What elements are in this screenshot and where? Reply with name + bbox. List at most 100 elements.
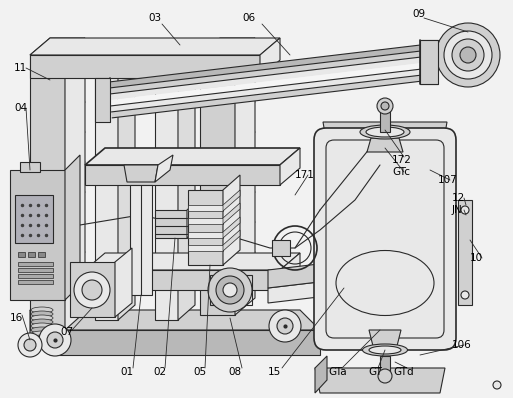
Circle shape (460, 47, 476, 63)
Circle shape (277, 318, 293, 334)
Bar (18, 274, 53, 278)
Polygon shape (108, 44, 428, 88)
Polygon shape (155, 48, 195, 62)
Text: GTa: GTa (328, 367, 347, 377)
Ellipse shape (31, 311, 53, 317)
Circle shape (47, 332, 63, 348)
Text: 04: 04 (14, 103, 27, 113)
Ellipse shape (363, 344, 407, 356)
Circle shape (208, 268, 252, 312)
Bar (420, 40, 438, 84)
Bar (188, 218, 223, 224)
Text: 09: 09 (412, 9, 425, 19)
Polygon shape (30, 55, 65, 330)
Polygon shape (369, 330, 401, 346)
Circle shape (378, 369, 392, 383)
Circle shape (269, 310, 301, 342)
Polygon shape (315, 356, 327, 393)
Bar (20, 162, 40, 172)
Bar (70, 262, 115, 317)
Polygon shape (155, 155, 173, 182)
Polygon shape (30, 38, 280, 55)
Circle shape (452, 39, 484, 71)
Text: 107: 107 (438, 175, 458, 185)
Text: 01: 01 (120, 367, 133, 377)
Ellipse shape (360, 125, 410, 139)
Polygon shape (85, 148, 300, 165)
Circle shape (493, 381, 501, 389)
Polygon shape (367, 138, 403, 152)
Polygon shape (223, 217, 240, 238)
FancyBboxPatch shape (314, 128, 456, 350)
Circle shape (377, 98, 393, 114)
Bar (272, 240, 290, 256)
Text: 10: 10 (470, 253, 483, 263)
Ellipse shape (31, 319, 53, 325)
Circle shape (216, 276, 244, 304)
Polygon shape (95, 62, 118, 320)
Polygon shape (85, 165, 280, 185)
Polygon shape (260, 38, 280, 78)
Polygon shape (315, 368, 445, 393)
Polygon shape (50, 330, 320, 355)
Polygon shape (268, 270, 420, 303)
Bar (18, 280, 53, 284)
Polygon shape (115, 248, 132, 317)
Bar (155, 210, 187, 238)
Ellipse shape (31, 323, 53, 329)
Text: 16: 16 (10, 313, 23, 323)
Polygon shape (65, 38, 85, 330)
Ellipse shape (366, 127, 404, 137)
Polygon shape (85, 253, 300, 270)
Polygon shape (30, 310, 320, 330)
Text: 106: 106 (452, 340, 472, 350)
Polygon shape (109, 56, 430, 100)
Bar (188, 245, 223, 251)
Polygon shape (85, 270, 280, 290)
Text: 172: 172 (392, 155, 412, 165)
Text: GTc: GTc (392, 167, 410, 177)
Polygon shape (235, 38, 255, 315)
Text: 03: 03 (148, 13, 161, 23)
Bar (15, 195, 53, 243)
Text: 15: 15 (268, 367, 281, 377)
Polygon shape (323, 122, 447, 145)
Polygon shape (30, 310, 50, 355)
Bar (28, 252, 35, 257)
Circle shape (461, 206, 469, 214)
Polygon shape (118, 48, 135, 320)
Circle shape (436, 23, 500, 87)
Ellipse shape (31, 327, 53, 333)
Text: 05: 05 (193, 367, 206, 377)
Polygon shape (111, 68, 431, 112)
Polygon shape (65, 155, 80, 300)
Bar (18, 252, 25, 257)
Polygon shape (178, 48, 195, 320)
Polygon shape (187, 198, 200, 238)
Text: JN: JN (452, 205, 463, 215)
Circle shape (39, 324, 71, 356)
Polygon shape (223, 203, 240, 224)
Polygon shape (124, 165, 158, 182)
Circle shape (461, 291, 469, 299)
Circle shape (82, 280, 102, 300)
Polygon shape (155, 62, 178, 320)
Polygon shape (200, 38, 255, 55)
Polygon shape (30, 38, 85, 55)
Text: 08: 08 (228, 367, 241, 377)
Ellipse shape (31, 331, 53, 337)
Ellipse shape (31, 335, 53, 341)
Bar (130, 185, 152, 295)
Text: 12: 12 (452, 193, 465, 203)
Bar (188, 190, 223, 265)
Circle shape (24, 339, 36, 351)
Polygon shape (223, 190, 240, 211)
Text: GT: GT (368, 367, 382, 377)
Ellipse shape (31, 307, 53, 313)
Polygon shape (280, 253, 300, 290)
Bar (18, 268, 53, 272)
Polygon shape (95, 48, 135, 62)
Bar (210, 275, 252, 305)
Bar (380, 356, 390, 374)
Polygon shape (280, 148, 300, 185)
